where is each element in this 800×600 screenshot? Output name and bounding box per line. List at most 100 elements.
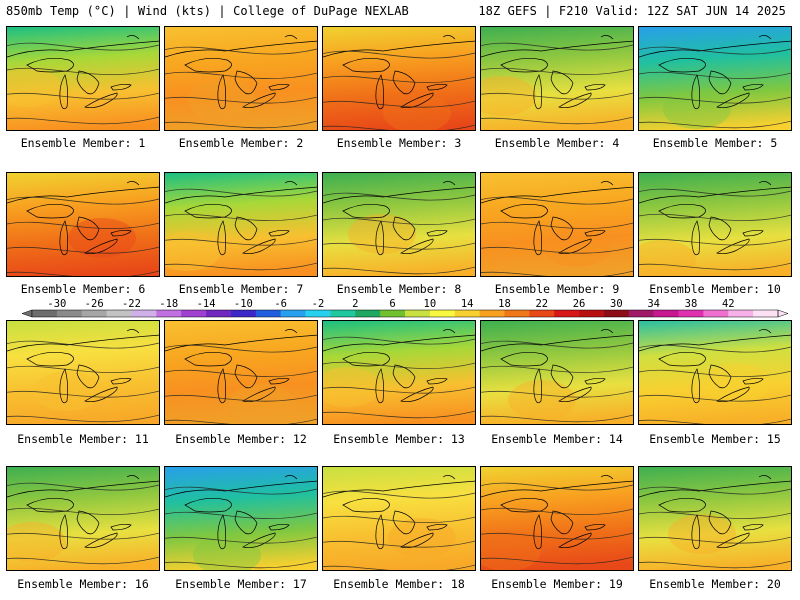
temperature-field (165, 173, 317, 276)
great-lakes-outline (481, 329, 633, 404)
ensemble-map-16 (6, 466, 160, 571)
ensemble-map-5 (638, 26, 792, 131)
member-caption: Ensemble Member: 8 (336, 282, 462, 296)
height-contours (7, 482, 159, 565)
temperature-field (7, 173, 159, 276)
height-contours (7, 340, 159, 423)
ensemble-map-10 (638, 172, 792, 277)
temperature-field (481, 467, 633, 570)
ensemble-map-8 (322, 172, 476, 277)
colorbar-swatch (131, 310, 157, 317)
height-contours (639, 46, 791, 129)
temperature-field (639, 173, 791, 276)
ensemble-map-4 (480, 26, 634, 131)
member-caption: Ensemble Member: 14 (491, 432, 623, 446)
ensemble-map-1 (6, 26, 160, 131)
colorbar-tick-label: -6 (274, 298, 287, 310)
member-caption: Ensemble Member: 17 (175, 577, 307, 591)
valid-time: 18Z GEFS | F210 Valid: 12Z SAT JUN 14 20… (478, 4, 786, 18)
colorbar-left-arrow (21, 309, 33, 318)
height-contours (7, 42, 159, 125)
colorbar-swatch (81, 310, 107, 317)
colorbar-swatch (554, 310, 580, 317)
member-caption: Ensemble Member: 13 (333, 432, 465, 446)
height-contours (481, 196, 633, 276)
member-caption: Ensemble Member: 2 (178, 136, 304, 150)
great-lakes-outline (639, 329, 791, 404)
member-caption: Ensemble Member: 15 (649, 432, 781, 446)
great-lakes-outline (165, 181, 317, 256)
colorbar-swatch (280, 310, 306, 317)
great-lakes-outline (323, 329, 475, 404)
colorbar-swatch (529, 310, 555, 317)
temperature-field (7, 467, 159, 570)
colorbar-tick-label: -22 (122, 298, 141, 310)
colorbar-swatch (753, 310, 779, 317)
great-lakes-outline (323, 181, 475, 256)
great-lakes-outline (165, 329, 317, 404)
colorbar-tick-label: 38 (685, 298, 698, 310)
colorbar-swatch (653, 310, 679, 317)
great-lakes-outline (7, 475, 159, 550)
temperature-field (165, 467, 317, 570)
member-caption: Ensemble Member: 19 (491, 577, 623, 591)
colorbar-right-arrow (777, 309, 789, 318)
ensemble-map-14 (480, 320, 634, 425)
member-caption: Ensemble Member: 5 (652, 136, 778, 150)
temperature-field (323, 27, 475, 130)
ensemble-map-12 (164, 320, 318, 425)
temperature-field (639, 467, 791, 570)
colorbar-tick-label: 10 (424, 298, 437, 310)
ensemble-map-7 (164, 172, 318, 277)
member-caption: Ensemble Member: 3 (336, 136, 462, 150)
colorbar-swatch (206, 310, 232, 317)
colorbar-tick-label: 22 (535, 298, 548, 310)
colorbar-swatch (678, 310, 704, 317)
ensemble-map-19 (480, 466, 634, 571)
colorbar-swatch (56, 310, 83, 317)
member-caption: Ensemble Member: 7 (178, 282, 304, 296)
great-lakes-outline (165, 35, 317, 110)
great-lakes-outline (481, 181, 633, 256)
ensemble-map-17 (164, 466, 318, 571)
colorbar-swatch (628, 310, 654, 317)
member-caption: Ensemble Member: 16 (17, 577, 149, 591)
colorbar-swatch (454, 310, 480, 317)
temperature-field (7, 27, 159, 130)
ensemble-map-13 (322, 320, 476, 425)
colorbar-tick-label: 26 (573, 298, 586, 310)
temperature-field (165, 27, 317, 130)
height-contours (323, 50, 475, 130)
colorbar-tick-label: -2 (312, 298, 325, 310)
member-caption: Ensemble Member: 20 (649, 577, 781, 591)
great-lakes-outline (323, 35, 475, 110)
temperature-field (323, 467, 475, 570)
height-contours (7, 196, 159, 276)
colorbar-swatch (479, 310, 505, 317)
colorbar-tick-label: -14 (197, 298, 216, 310)
colorbar-swatch (32, 310, 58, 317)
colorbar-tick-label: -30 (47, 298, 66, 310)
colorbar-tick-label: 14 (461, 298, 474, 310)
ensemble-map-18 (322, 466, 476, 571)
height-contours (639, 344, 791, 424)
colorbar-tick-label: -26 (85, 298, 104, 310)
great-lakes-outline (323, 475, 475, 550)
ensemble-map-11 (6, 320, 160, 425)
colorbar-tick-label: -10 (234, 298, 253, 310)
colorbar-swatch (504, 310, 530, 317)
member-caption: Ensemble Member: 9 (494, 282, 620, 296)
colorbar-tick-label: -18 (159, 298, 178, 310)
colorbar-swatch (380, 310, 406, 317)
colorbar-swatch (405, 310, 431, 317)
colorbar-tick-label: 2 (352, 298, 358, 310)
height-contours (481, 42, 633, 125)
colorbar-tick-label: 30 (610, 298, 623, 310)
height-contours (639, 188, 791, 271)
colorbar-tick-label: 6 (389, 298, 395, 310)
member-caption: Ensemble Member: 18 (333, 577, 465, 591)
colorbar-swatch (181, 310, 207, 317)
temperature-field (481, 27, 633, 130)
colorbar-tick-label: 34 (647, 298, 660, 310)
